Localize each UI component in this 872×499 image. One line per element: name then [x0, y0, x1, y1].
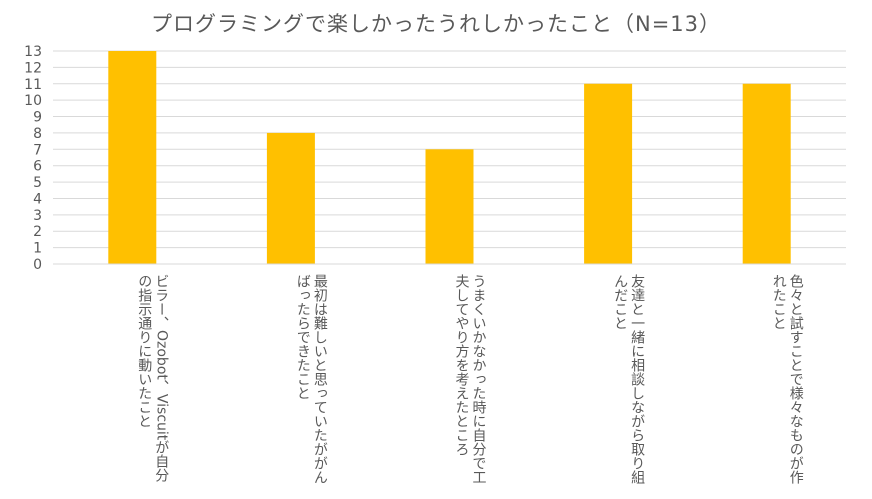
y-tick-label: 13 [24, 44, 42, 60]
x-category-label: うまくいかなかった時に自分で工夫してやり方を考えたところ [453, 274, 487, 484]
x-category-label: 友達と一緒に相談しながら取り組んだこと [612, 274, 646, 484]
x-category-label: ビラー、Ozobot、Viscuitが自分の指示通りに動いたこと [136, 274, 170, 483]
y-tick-label: 12 [24, 60, 42, 76]
y-tick-label: 9 [33, 110, 42, 126]
bar [425, 149, 474, 264]
y-tick-label: 10 [24, 93, 42, 109]
x-category-label: 色々と試すことで様々なものが作れたこと [770, 274, 804, 484]
y-tick-label: 8 [33, 126, 42, 142]
bar [742, 83, 791, 265]
y-tick-label: 11 [24, 77, 42, 93]
y-tick-label: 1 [33, 241, 42, 257]
bar [266, 132, 315, 264]
y-tick-label: 3 [33, 208, 42, 224]
bar [584, 83, 633, 265]
y-tick-label: 2 [33, 224, 42, 240]
bars [108, 51, 791, 265]
y-tick-label: 0 [33, 257, 42, 273]
y-tick-label: 7 [33, 142, 42, 158]
bar [108, 51, 157, 264]
y-tick-label: 6 [33, 159, 42, 175]
chart-title: プログラミングで楽しかったうれしかったこと（N=13） [150, 12, 722, 36]
y-tick-label: 4 [33, 191, 42, 207]
y-tick-label: 5 [33, 175, 42, 191]
x-category-label: 最初は難しいと思っていたががんばったらできたこと [294, 274, 328, 484]
